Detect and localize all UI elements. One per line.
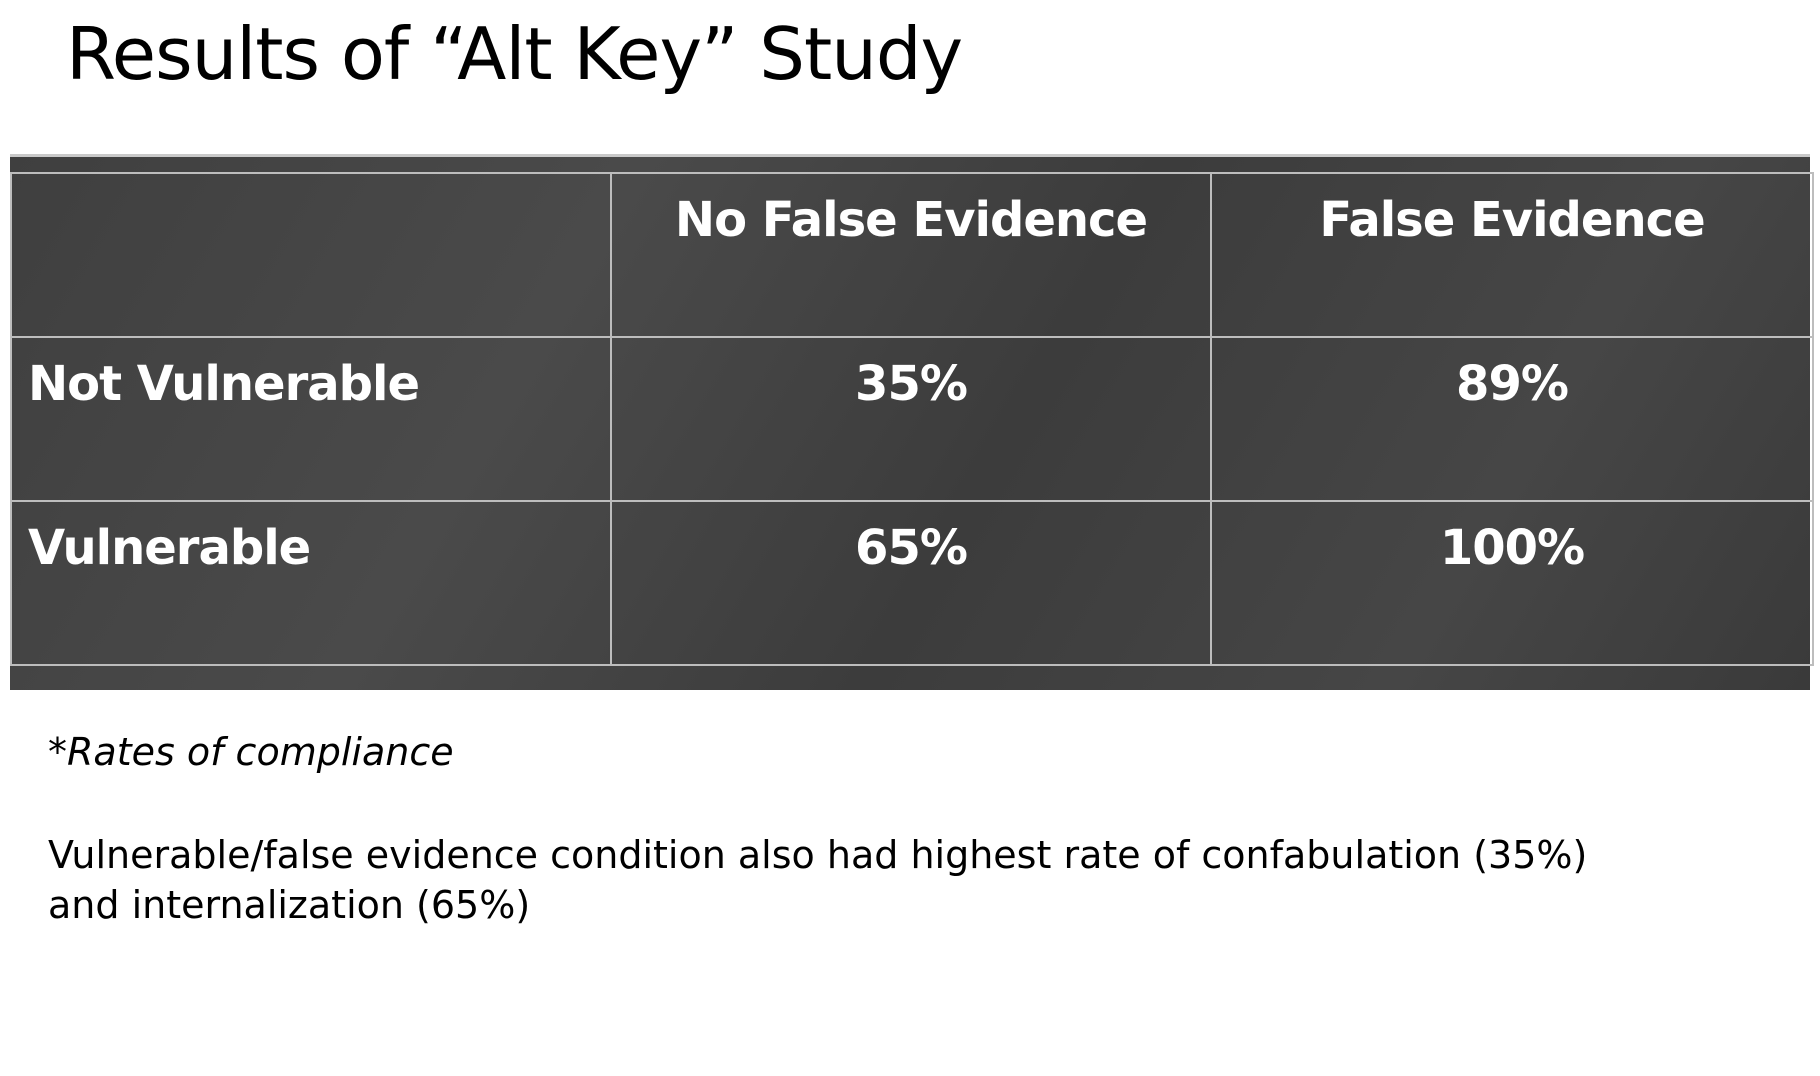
results-table: No False Evidence False Evidence Not Vul… bbox=[10, 172, 1814, 666]
table-header-row: No False Evidence False Evidence bbox=[10, 172, 1814, 338]
column-header-no-false-evidence: No False Evidence bbox=[610, 172, 1212, 338]
table-row: Not Vulnerable 35% 89% bbox=[10, 336, 1814, 502]
table-cell: 100% bbox=[1210, 500, 1814, 666]
table-cell: 65% bbox=[610, 500, 1212, 666]
results-table-panel: No False Evidence False Evidence Not Vul… bbox=[10, 154, 1814, 690]
summary-note: Vulnerable/false evidence condition also… bbox=[48, 830, 1748, 930]
summary-note-line-1: Vulnerable/false evidence condition also… bbox=[48, 833, 1588, 877]
footnote-rates-of-compliance: *Rates of compliance bbox=[48, 730, 454, 774]
row-label-vulnerable: Vulnerable bbox=[10, 500, 612, 666]
summary-note-line-2: and internalization (65%) bbox=[48, 883, 531, 927]
table-cell: 35% bbox=[610, 336, 1212, 502]
table-row: Vulnerable 65% 100% bbox=[10, 500, 1814, 666]
table-corner-cell bbox=[10, 172, 612, 338]
table-cell: 89% bbox=[1210, 336, 1814, 502]
slide-title: Results of “Alt Key” Study bbox=[66, 12, 963, 96]
column-header-false-evidence: False Evidence bbox=[1210, 172, 1814, 338]
row-label-not-vulnerable: Not Vulnerable bbox=[10, 336, 612, 502]
